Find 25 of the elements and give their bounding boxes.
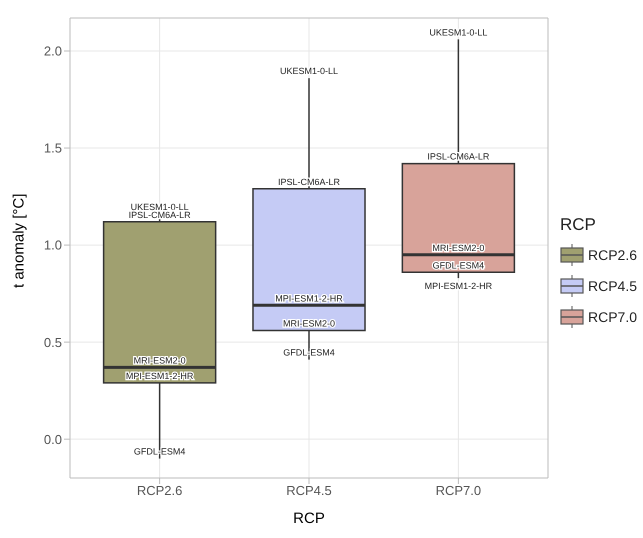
annotation: MRI-ESM2-0 [432,242,484,253]
legend-label: RCP4.5 [588,278,638,294]
x-tick-label: RCP2.6 [136,483,182,498]
annotation: MPI-ESM1-2-HR [275,293,344,304]
annotation: UKESM1-0-LL [429,27,488,38]
y-tick-label: 1.0 [44,238,62,253]
y-tick-label: 2.0 [44,44,62,59]
annotation: MPI-ESM1-2-HR [126,370,194,381]
x-tick-label: RCP7.0 [436,483,482,498]
annotation: UKESM1-0-LL [280,66,338,76]
y-tick-label: 0.0 [44,432,62,447]
annotation: MRI-ESM2-0 [282,318,336,328]
x-tick-label: RCP4.5 [286,483,332,498]
y-axis-title: t anomaly [°C] [10,194,28,288]
y-tick-label: 1.5 [44,140,62,156]
annotation: IPSL-CM6A-LR [128,210,192,220]
y-tick-label: 0.5 [44,334,62,350]
legend-title: RCP [560,215,596,234]
annotation: MPI-ESM1-2-HR [424,281,493,292]
annotation: MRI-ESM2-0 [134,355,186,366]
annotation: GFDL-ESM4 [432,260,484,270]
annotation: UKESM1-0-LL [130,202,189,212]
x-axis-title: RCP [293,510,325,527]
legend-label: RCP7.0 [588,309,638,325]
legend-label: RCP2.6 [588,247,638,263]
